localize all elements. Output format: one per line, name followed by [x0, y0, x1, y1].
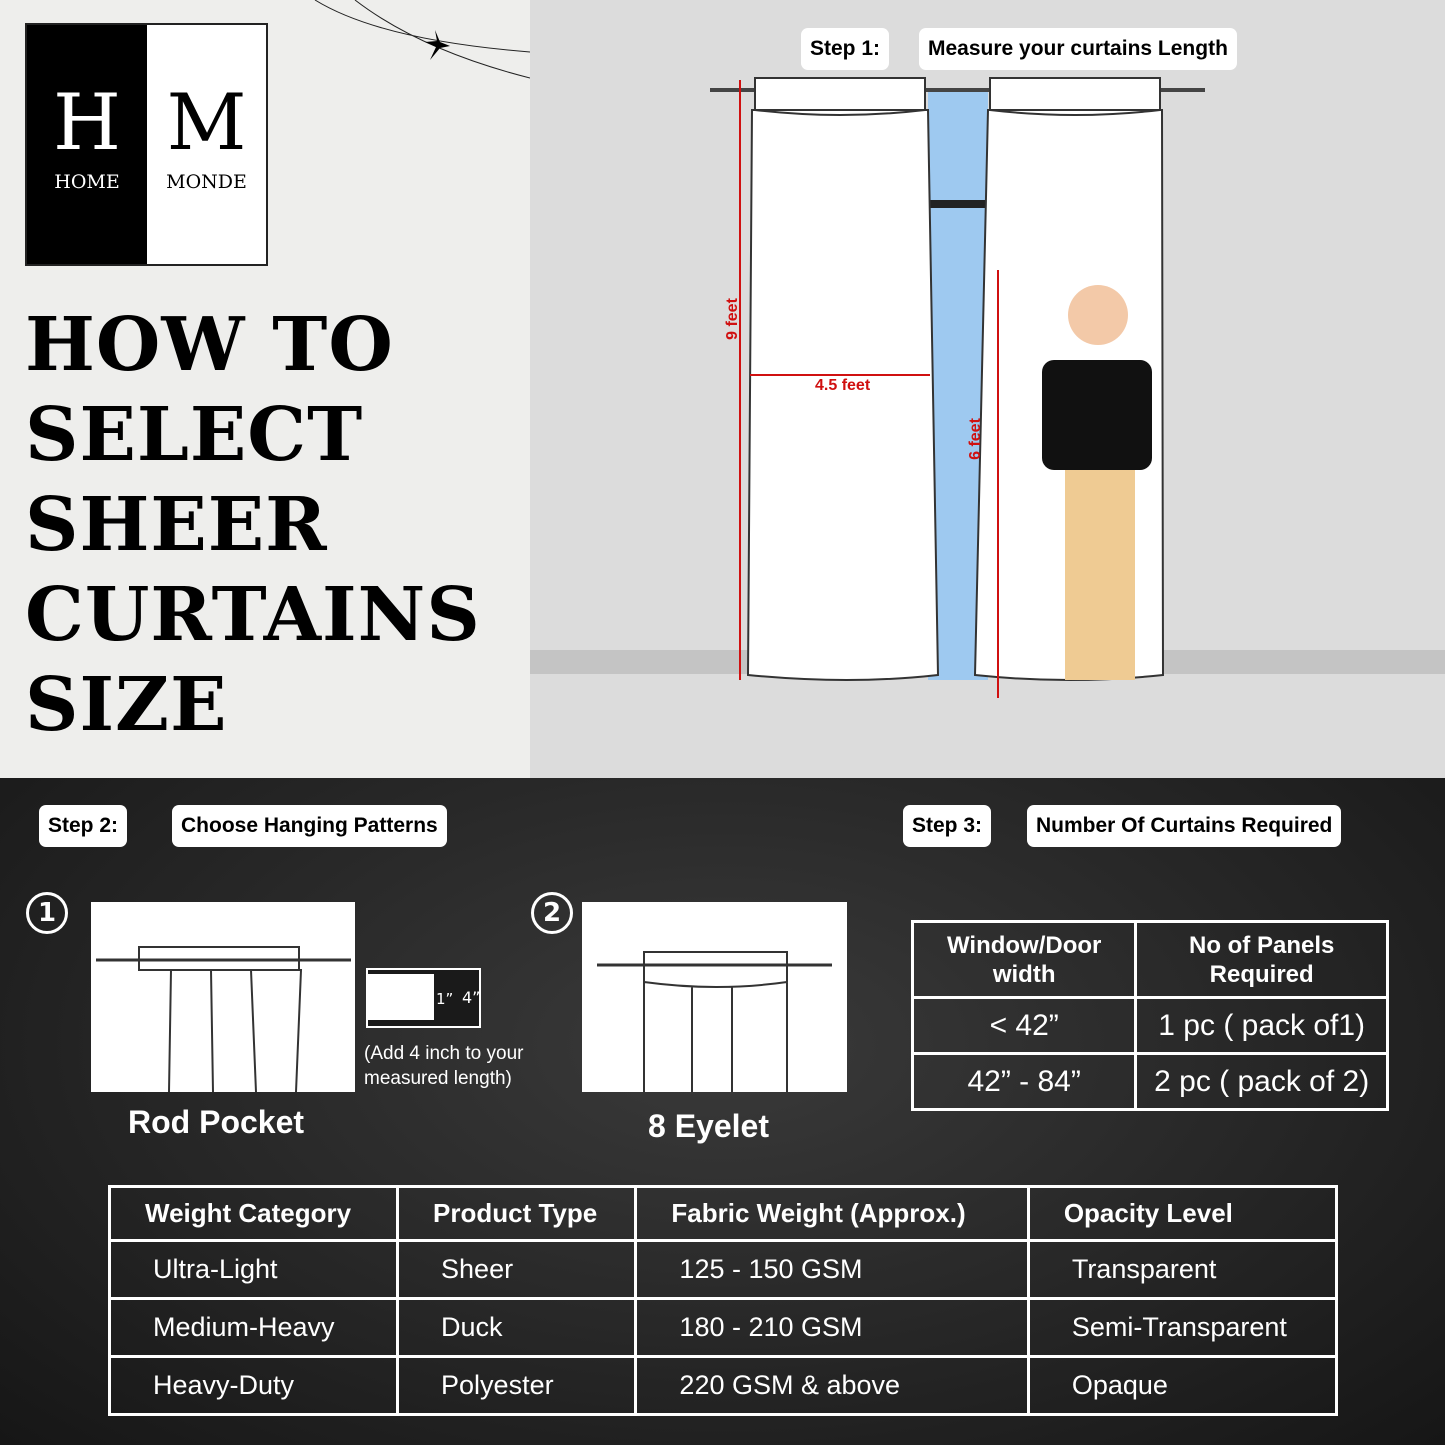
- rod-pocket-label: Rod Pocket: [128, 1104, 305, 1140]
- option-number-1: 1: [26, 892, 68, 934]
- step2-label: Step 2:: [39, 805, 128, 847]
- person-height-measure: 6 feet: [966, 418, 984, 460]
- step2-text: Choose Hanging Patterns: [172, 805, 447, 847]
- brand-logo: H HOME M MONDE: [25, 23, 268, 266]
- step1-text: Measure your curtains Length: [919, 28, 1237, 70]
- step3-label: Step 3:: [903, 805, 992, 847]
- table-row: Ultra-Light Sheer 125 - 150 GSM Transparent: [107, 1239, 1339, 1300]
- table-row: Heavy-Duty Polyester 220 GSM & above Opaque: [107, 1355, 1339, 1416]
- curtain-illustration: [710, 77, 1205, 698]
- step3-text: Number Of Curtains Required: [1027, 805, 1342, 847]
- height-measure: 9 feet: [723, 298, 741, 340]
- eyelet-label: 8 Eyelet: [648, 1108, 769, 1144]
- table-row: 42” - 84” 2 pc ( pack of 2): [910, 1052, 1389, 1111]
- width-measure: 4.5 feet: [815, 377, 871, 394]
- step1-label: Step 1:: [801, 28, 890, 70]
- option-number-2: 2: [531, 892, 573, 934]
- weight-table: Weight Category Product Type Fabric Weight…: [107, 1185, 1339, 1416]
- table-row: Medium-Heavy Duck 180 - 210 GSM Semi-Transp…: [107, 1297, 1339, 1358]
- rod-pocket-image: [91, 902, 355, 1093]
- rod-pocket-detail: 1” 4”: [366, 968, 481, 1028]
- table-row: < 42” 1 pc ( pack of1): [910, 996, 1389, 1055]
- page-title: HOW TO SELECT SHEER CURTAINS SIZE: [25, 302, 481, 748]
- rod-pocket-note: (Add 4 inch to your measured length): [364, 1043, 524, 1089]
- eyelet-image: [582, 902, 847, 1092]
- panels-table: Window/Door width No of Panels Required <…: [910, 920, 1389, 1111]
- star-decoration: [314, 0, 530, 79]
